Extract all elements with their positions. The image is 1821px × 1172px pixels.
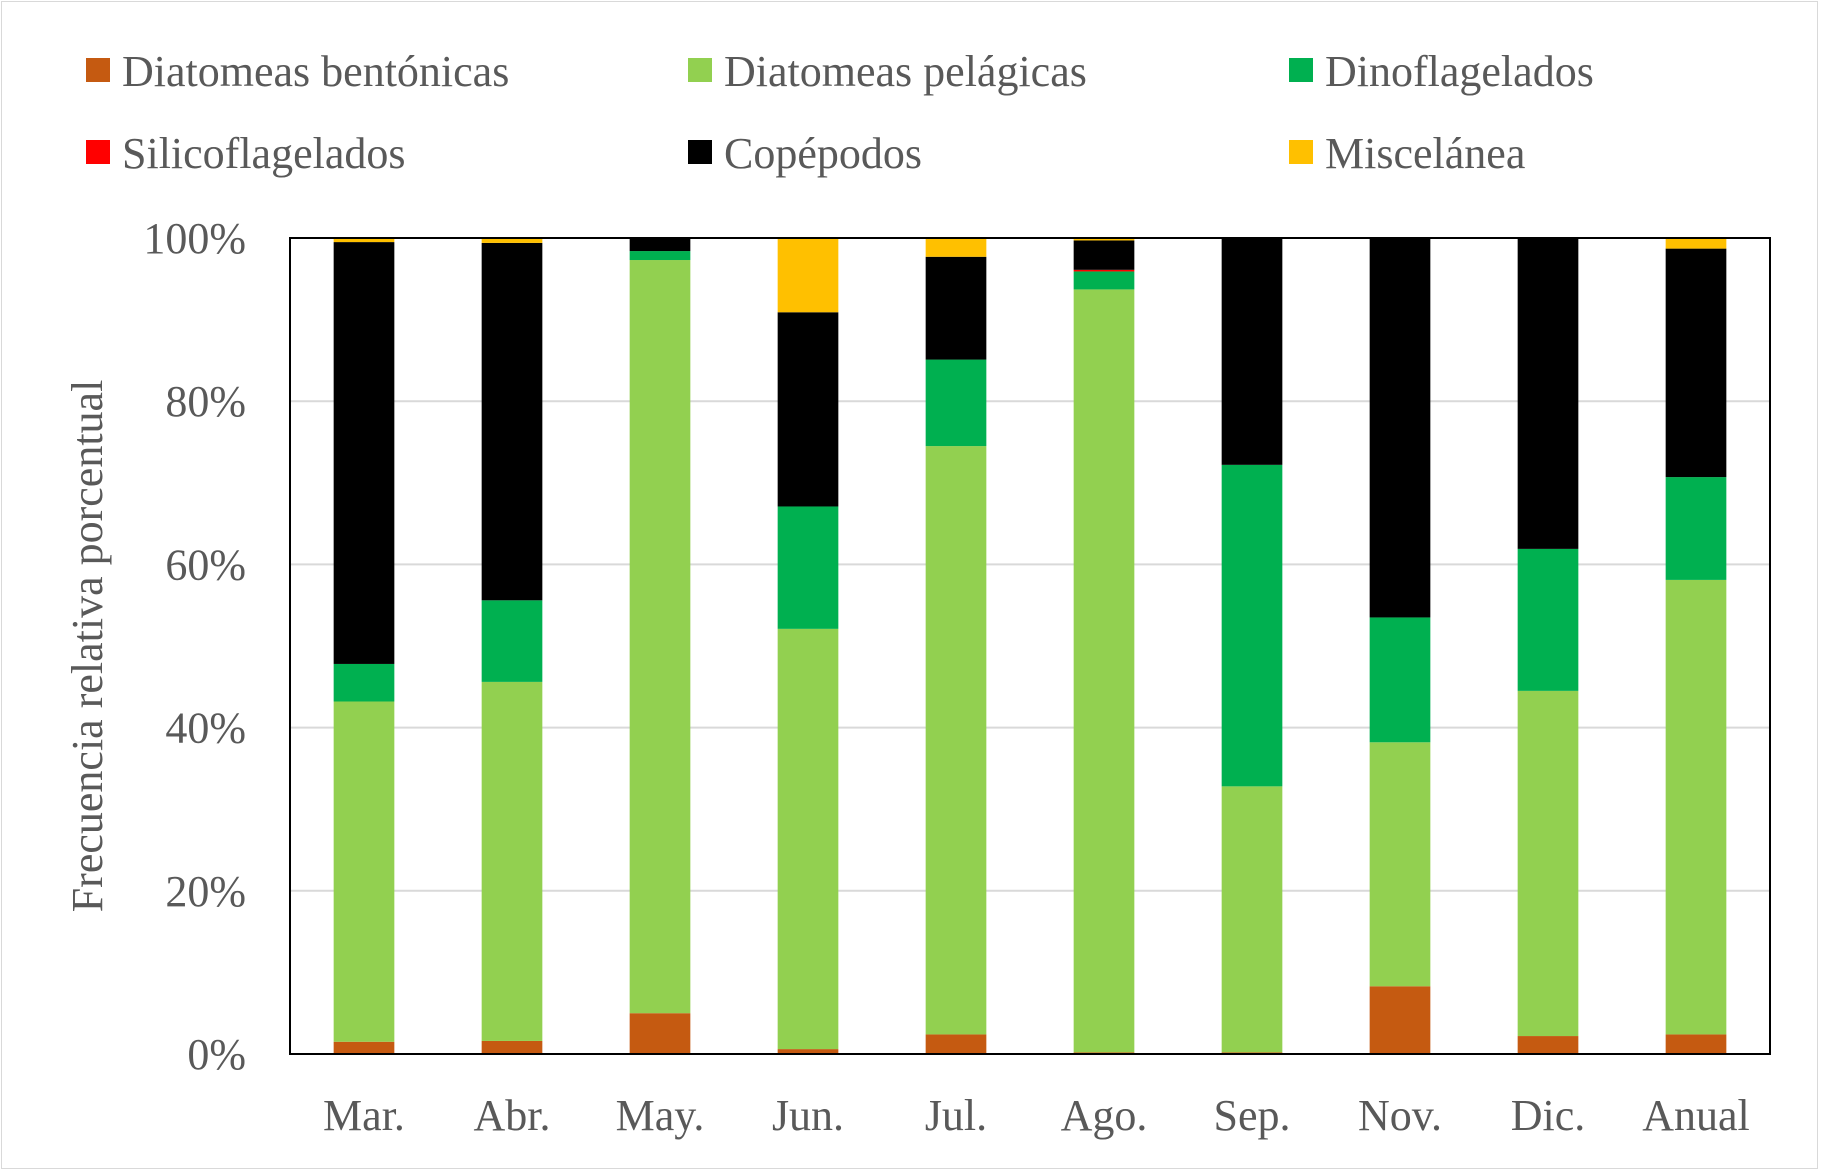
y-tick-label: 100% [143,214,246,263]
legend-label: Miscelánea [1325,129,1525,178]
x-tick-label: May. [616,1091,705,1140]
x-tick-label: Ago. [1061,1091,1148,1140]
legend-swatch [688,140,712,164]
bar-segment [777,506,839,629]
bar-segment [1369,238,1431,618]
y-axis-ticks: 0% 20% 40% 60% 80% 100% [143,214,246,1079]
bar-stack [629,238,691,1054]
y-axis-title: Frecuencia relativa porcentual [63,380,112,913]
bar-stack [1221,238,1283,1054]
bar-segment [481,1040,543,1054]
legend-label: Copépodos [724,129,922,178]
bar-segment [925,238,987,257]
bar-segment [629,260,691,1014]
bar-segment [1369,986,1431,1054]
bar-segment [925,256,987,360]
bar-segment [481,681,543,1041]
x-tick-label: Sep. [1214,1091,1291,1140]
x-tick-label: Abr. [474,1091,551,1140]
x-tick-label: Jun. [772,1091,844,1140]
legend-label: Dinoflagelados [1325,47,1594,96]
bars [333,238,1727,1054]
legend-item: Silicoflagelados [86,129,406,178]
bar-segment [333,1041,395,1054]
bar-segment [333,238,395,243]
bar-segment [629,1013,691,1054]
bar-segment [1073,240,1135,270]
bar-stack [925,238,987,1054]
bar-stack [1073,238,1135,1054]
bar-segment [1221,464,1283,787]
bar-stack [1665,238,1727,1054]
bar-stack [333,238,395,1054]
x-tick-label: Jul. [925,1091,987,1140]
legend-item: Diatomeas bentónicas [86,47,509,96]
legend-label: Silicoflagelados [122,129,406,178]
bar-segment [1517,238,1579,549]
bar-stack [777,238,839,1054]
plot-area-border [289,237,1771,1055]
bar-segment [925,446,987,1035]
legend-label: Diatomeas bentónicas [122,47,509,96]
bar-stack [1517,238,1579,1054]
bar-segment [925,1034,987,1054]
bar-segment [481,600,543,682]
legend-swatch [1289,140,1313,164]
bar-segment [925,359,987,447]
legend-item: Dinoflagelados [1289,47,1594,96]
bar-segment [1073,289,1135,1053]
legend-item: Miscelánea [1289,129,1525,178]
bar-segment [1221,238,1283,465]
bar-segment [1073,271,1135,290]
y-tick-label: 20% [165,867,246,916]
legend-swatch [688,58,712,82]
legend-swatch [1289,58,1313,82]
legend-label: Diatomeas pelágicas [724,47,1087,96]
y-tick-label: 80% [165,377,246,426]
bar-segment [1369,617,1431,743]
bar-segment [629,251,691,261]
bar-segment [777,238,839,313]
bar-segment [333,242,395,664]
y-tick-label: 0% [187,1030,246,1079]
bar-segment [333,701,395,1042]
bar-segment [1665,248,1727,478]
bar-segment [1073,238,1135,241]
bar-segment [1517,1036,1579,1054]
bar-segment [1665,579,1727,1035]
legend: Diatomeas bentónicas Diatomeas pelágicas D… [86,47,1594,178]
bar-segment [629,238,691,252]
bar-segment [1665,477,1727,580]
bar-segment [333,663,395,702]
bar-segment [481,242,543,601]
legend-item: Diatomeas pelágicas [688,47,1087,96]
bar-segment [481,238,543,243]
bar-segment [1221,786,1283,1053]
x-tick-label: Nov. [1358,1091,1442,1140]
bar-segment [1073,269,1135,272]
bar-segment [1665,1034,1727,1054]
bar-segment [1517,690,1579,1037]
bar-stack [1369,238,1431,1054]
bar-stack [481,238,543,1054]
bar-segment [1665,238,1727,249]
x-tick-label: Mar. [323,1091,405,1140]
bar-segment [1369,742,1431,987]
legend-swatch [86,140,110,164]
bar-segment [777,1049,839,1054]
bar-segment [777,628,839,1050]
y-tick-label: 60% [165,540,246,589]
bar-segment [777,312,839,507]
x-tick-label: Anual [1642,1091,1750,1140]
legend-swatch [86,58,110,82]
legend-item: Copépodos [688,129,922,178]
x-tick-label: Dic. [1511,1091,1586,1140]
y-tick-label: 40% [165,704,246,753]
bar-segment [1517,548,1579,691]
x-axis-labels: Mar. Abr. May. Jun. Jul. Ago. Sep. Nov. Dic. Anua… [323,1091,1750,1140]
